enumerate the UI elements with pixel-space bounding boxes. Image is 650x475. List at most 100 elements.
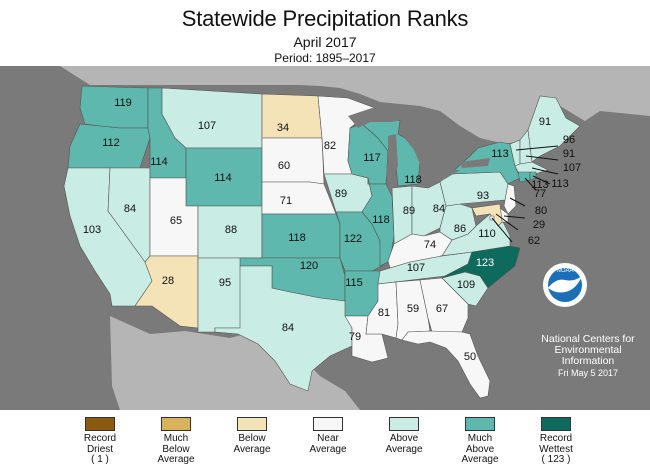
callout-line-ct — [524, 177, 537, 191]
legend: Record Driest ( 1 ) Much Below Average B… — [60, 417, 620, 475]
legend-swatch — [389, 417, 419, 431]
state-pa[interactable] — [439, 171, 509, 207]
noaa-credit-date: Fri May 5 2017 — [557, 368, 619, 378]
rank-label-va: 110 — [478, 228, 496, 240]
us-map: 119 112 103 84 114 107 114 65 28 88 95 34 60 71 118 120… — [60, 66, 650, 410]
rank-label-wy: 114 — [214, 172, 232, 184]
legend-label-line1: Much — [163, 433, 189, 444]
rank-label-ct: 113 — [531, 179, 549, 191]
rank-label-la: 79 — [349, 331, 361, 343]
legend-swatch — [541, 417, 571, 431]
rank-label-ut: 65 — [170, 215, 182, 227]
rank-label-sc: 109 — [457, 279, 475, 291]
rank-label-mi: 118 — [404, 174, 422, 186]
rank-label-tn: 107 — [407, 262, 425, 274]
legend-item-record-driest: Record Driest ( 1 ) — [60, 417, 140, 466]
rank-label-ia: 89 — [335, 188, 347, 200]
rank-label-ca: 103 — [83, 224, 101, 236]
rank-label-ok: 120 — [300, 260, 318, 272]
rank-label-in: 89 — [403, 205, 415, 217]
map-subtitle: April 2017 — [293, 34, 357, 50]
legend-item-below: Below Average — [212, 417, 292, 455]
lake-michigan — [386, 134, 398, 182]
state-me[interactable] — [527, 95, 581, 163]
rank-label-or: 112 — [102, 137, 120, 149]
callout-line-md — [495, 213, 519, 231]
state-sd[interactable] — [261, 137, 325, 185]
legend-label-line2: Average — [309, 443, 347, 455]
legend-label-line3: Average — [157, 454, 195, 465]
legend-label-line1: Record — [539, 433, 573, 444]
legend-label-line3: Average — [461, 454, 499, 465]
state-mt[interactable] — [161, 87, 263, 149]
map-panel: 119 112 103 84 114 107 114 65 28 88 95 34 60 71 118 120… — [0, 66, 650, 410]
rank-label-ky: 74 — [424, 239, 436, 251]
legend-swatch — [161, 417, 191, 431]
rank-label-fl: 50 — [464, 351, 476, 363]
rank-label-nc: 123 — [476, 257, 494, 269]
rank-label-nj: 77 — [534, 188, 546, 200]
legend-label-line1: Above — [389, 433, 419, 444]
map-title: Statewide Precipitation Ranks — [181, 6, 469, 31]
noaa-logo-text: NOAA — [556, 268, 573, 274]
state-az[interactable] — [134, 255, 199, 329]
rank-label-nd: 34 — [277, 122, 289, 134]
noaa-credit: National Centers for Environmental Infor… — [528, 334, 648, 379]
state-ct[interactable] — [517, 171, 531, 183]
legend-swatch — [237, 417, 267, 431]
rank-label-de: 80 — [535, 205, 547, 217]
rank-label-ar: 115 — [345, 277, 363, 289]
rank-label-ma: 107 — [563, 162, 581, 174]
rank-label-ga: 67 — [436, 303, 448, 315]
callout-line-ri — [532, 175, 551, 185]
rank-label-md: 29 — [533, 219, 545, 231]
callout-line-dc — [491, 217, 513, 243]
legend-item-near: Near Average — [288, 417, 368, 455]
rank-label-oh: 84 — [433, 203, 445, 215]
callout-line-de — [503, 215, 526, 219]
noaa-logo: NOAA — [543, 263, 587, 307]
noaa-credit-line2: Environmental — [554, 344, 622, 356]
rank-label-wv: 86 — [454, 223, 466, 235]
rank-labels: 119 112 103 84 114 107 114 65 28 88 95 34 60 71 118 120… — [83, 97, 581, 363]
lake-erie — [424, 170, 460, 182]
legend-label-line1: Below — [238, 433, 266, 444]
rank-label-nm: 95 — [219, 277, 231, 289]
state-ne[interactable] — [261, 181, 337, 215]
noaa-credit-line1: National Centers for — [541, 333, 635, 345]
rank-label-vt: 96 — [563, 134, 575, 146]
legend-label-line1: Near — [317, 433, 339, 444]
legend-label-line2: Driest — [86, 443, 114, 455]
legend-label-line2: Above — [465, 443, 495, 455]
rank-label-sd: 60 — [278, 160, 290, 172]
rank-label-ne: 71 — [280, 195, 292, 207]
state-nc[interactable] — [441, 245, 521, 289]
callout-line-nj — [509, 197, 526, 207]
rank-label-nv: 84 — [124, 203, 136, 215]
legend-item-much-above: Much Above Average — [440, 417, 520, 466]
noaa-logo-bird — [548, 276, 582, 293]
state-il[interactable] — [361, 177, 395, 267]
callout-lines — [491, 145, 559, 243]
rank-label-ri: 113 — [551, 178, 569, 190]
legend-label-line1: Much — [467, 433, 493, 444]
callout-line-ma — [531, 167, 559, 175]
legend-swatch — [465, 417, 495, 431]
rank-label-ms: 81 — [378, 307, 390, 319]
rank-label-il: 118 — [372, 214, 390, 226]
rank-label-me: 91 — [539, 116, 551, 128]
rank-label-dc: 62 — [528, 235, 540, 247]
rank-label-mo: 122 — [344, 233, 362, 245]
state-fl[interactable] — [401, 330, 491, 399]
state-tx[interactable] — [214, 265, 353, 392]
rank-label-mn: 82 — [324, 140, 336, 152]
rank-label-tx: 84 — [282, 322, 294, 334]
state-nd[interactable] — [261, 93, 323, 139]
rank-label-wi: 117 — [363, 152, 381, 164]
legend-item-above: Above Average — [364, 417, 444, 455]
lake-superior — [348, 108, 410, 128]
rank-label-nh: 91 — [563, 148, 575, 160]
rank-label-az: 28 — [162, 275, 174, 287]
legend-label-line2: Below — [162, 443, 190, 455]
canada-land — [60, 66, 650, 144]
